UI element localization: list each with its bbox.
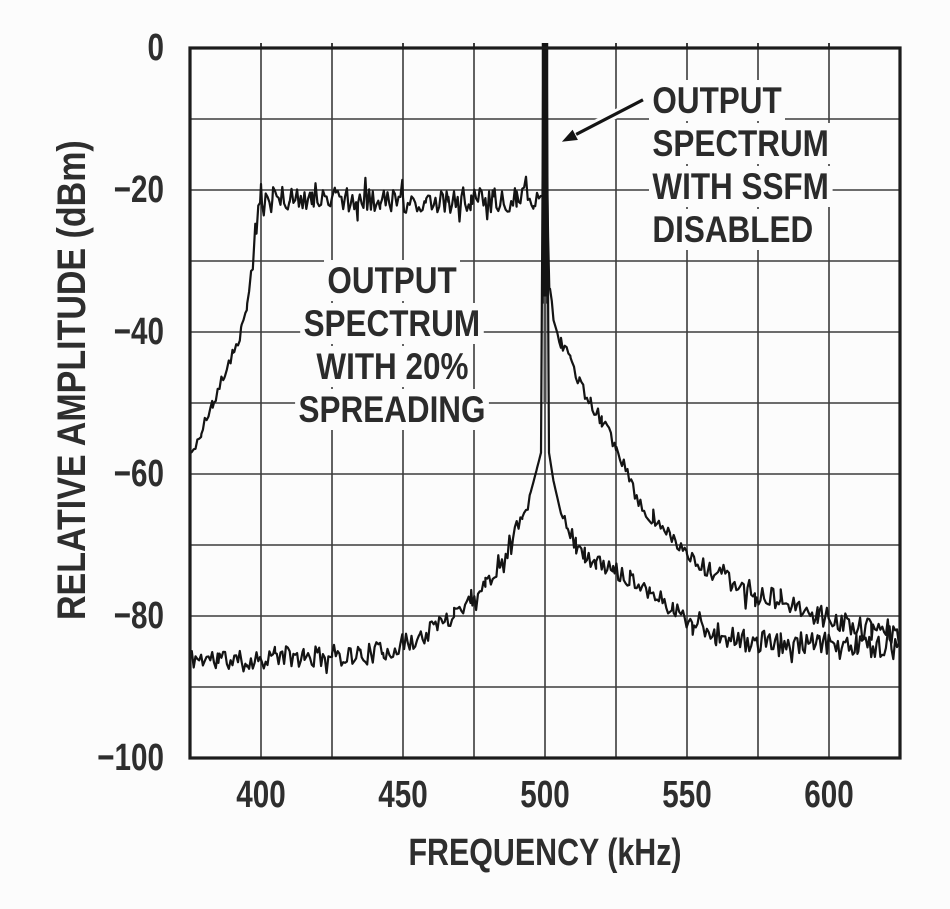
y-tick-label: −60 <box>113 453 164 495</box>
y-tick-label: −40 <box>113 311 164 353</box>
annotation-arrow <box>559 95 646 144</box>
y-tick-label: −20 <box>113 169 164 211</box>
annotation-line: OUTPUT <box>649 80 786 121</box>
x-axis-title: FREQUENCY (kHz) <box>408 832 682 874</box>
x-tick-label: 400 <box>236 774 286 816</box>
x-tick-label: 500 <box>520 774 570 816</box>
plot-frame <box>188 46 902 760</box>
y-tick-label: 0 <box>147 27 164 69</box>
annotation-line: SPECTRUM <box>649 123 833 164</box>
annotation-line: WITH SSFM <box>649 166 833 207</box>
x-tick-label: 600 <box>804 774 854 816</box>
x-tick-label: 550 <box>662 774 712 816</box>
y-tick-label: −80 <box>113 595 164 637</box>
y-tick-label: −100 <box>97 737 164 779</box>
annotation-line: WITH 20% <box>312 346 472 387</box>
annotation-line: OUTPUT <box>323 260 461 301</box>
annotation-line: SPECTRUM <box>300 303 484 344</box>
x-tick-label: 450 <box>378 774 428 816</box>
annotation-line: SPREADING <box>295 389 489 430</box>
annotation-20pct-spreading: OUTPUT SPECTRUM WITH 20% SPREADING <box>272 259 512 431</box>
y-axis-title: RELATIVE AMPLITUDE (dBm) <box>50 140 94 620</box>
annotation-line: DISABLED <box>649 209 817 250</box>
annotation-ssfm-disabled: OUTPUT SPECTRUM WITH SSFM DISABLED <box>649 79 865 251</box>
